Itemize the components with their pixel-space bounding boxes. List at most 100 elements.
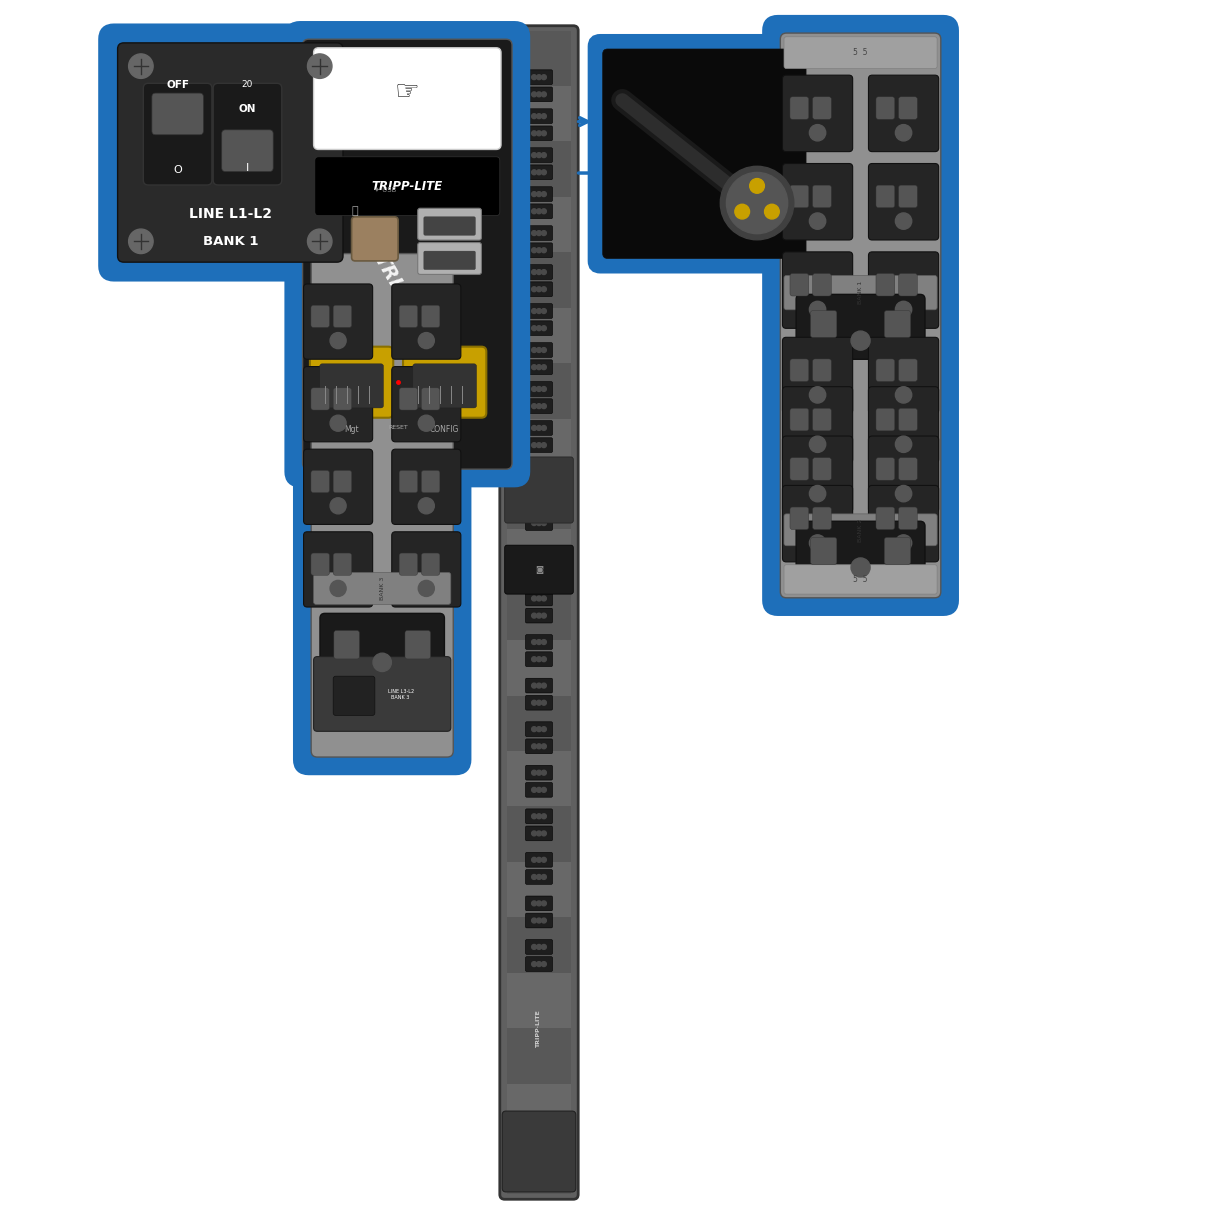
Text: BANK 1: BANK 1 [202,235,258,247]
FancyBboxPatch shape [869,387,938,463]
FancyBboxPatch shape [413,364,477,408]
Circle shape [532,771,537,775]
FancyBboxPatch shape [143,83,212,185]
Circle shape [532,442,537,447]
FancyBboxPatch shape [334,631,359,659]
Text: OFF: OFF [167,80,189,89]
Circle shape [541,114,546,119]
FancyBboxPatch shape [899,185,918,208]
FancyBboxPatch shape [526,265,552,279]
Circle shape [532,962,537,967]
Circle shape [541,639,546,644]
Circle shape [541,831,546,835]
Circle shape [532,503,537,508]
FancyBboxPatch shape [421,305,440,327]
Circle shape [810,485,826,502]
Circle shape [532,726,537,731]
Circle shape [541,962,546,967]
Circle shape [810,125,826,141]
FancyBboxPatch shape [296,239,468,772]
FancyBboxPatch shape [526,243,552,257]
FancyBboxPatch shape [526,382,552,397]
Circle shape [541,684,546,688]
Circle shape [532,944,537,949]
FancyBboxPatch shape [526,913,552,927]
FancyBboxPatch shape [876,507,894,529]
Circle shape [418,581,435,597]
Circle shape [541,570,546,575]
FancyBboxPatch shape [405,631,430,659]
Circle shape [764,205,779,219]
Bar [507,806,571,862]
FancyBboxPatch shape [790,507,808,529]
Circle shape [537,348,541,353]
Circle shape [537,153,541,158]
Circle shape [537,387,541,392]
Circle shape [537,918,541,922]
FancyBboxPatch shape [526,399,552,414]
Circle shape [541,208,546,213]
Circle shape [330,497,347,513]
Circle shape [532,639,537,644]
FancyBboxPatch shape [526,722,552,736]
FancyBboxPatch shape [783,337,853,414]
Circle shape [532,404,537,409]
FancyBboxPatch shape [222,130,273,172]
Circle shape [541,521,546,526]
Circle shape [537,404,541,409]
FancyBboxPatch shape [899,273,918,296]
Bar [507,696,571,751]
FancyBboxPatch shape [790,97,808,119]
Circle shape [418,497,435,513]
Bar [507,31,571,86]
Circle shape [532,247,537,252]
Circle shape [532,287,537,292]
FancyBboxPatch shape [899,97,918,119]
Circle shape [541,442,546,447]
FancyBboxPatch shape [526,940,552,954]
Bar [507,141,571,197]
FancyBboxPatch shape [884,538,910,565]
Circle shape [541,657,546,662]
Circle shape [537,875,541,880]
Text: CONFIG: CONFIG [430,425,459,434]
FancyBboxPatch shape [526,360,552,375]
Circle shape [541,701,546,706]
Text: TRIPP·LITE: TRIPP·LITE [370,251,445,363]
FancyBboxPatch shape [869,436,938,512]
Bar [507,419,571,474]
FancyBboxPatch shape [811,311,837,338]
Text: O: O [173,165,183,175]
Circle shape [307,54,332,78]
Text: ☞: ☞ [394,78,420,107]
FancyBboxPatch shape [812,97,832,119]
FancyBboxPatch shape [304,284,372,359]
FancyBboxPatch shape [392,532,461,608]
FancyBboxPatch shape [526,766,552,780]
Bar [507,86,571,141]
FancyBboxPatch shape [876,458,894,480]
FancyBboxPatch shape [526,109,552,124]
FancyBboxPatch shape [526,696,552,710]
Circle shape [374,653,391,671]
Circle shape [532,481,537,486]
FancyBboxPatch shape [526,304,552,318]
Circle shape [541,247,546,252]
Circle shape [810,436,826,452]
FancyBboxPatch shape [421,388,440,410]
FancyBboxPatch shape [790,458,808,480]
Circle shape [537,788,541,793]
FancyBboxPatch shape [783,485,853,562]
FancyBboxPatch shape [526,477,552,491]
Text: LINE L1-L2: LINE L1-L2 [189,207,272,222]
FancyBboxPatch shape [526,957,552,971]
Circle shape [129,54,153,78]
FancyBboxPatch shape [526,565,552,579]
Text: ✦ USB: ✦ USB [374,187,396,192]
Text: BANK 1: BANK 1 [858,281,864,304]
FancyBboxPatch shape [118,43,343,262]
Bar [507,1084,571,1139]
FancyBboxPatch shape [333,388,352,410]
Circle shape [532,170,537,175]
Circle shape [532,365,537,370]
